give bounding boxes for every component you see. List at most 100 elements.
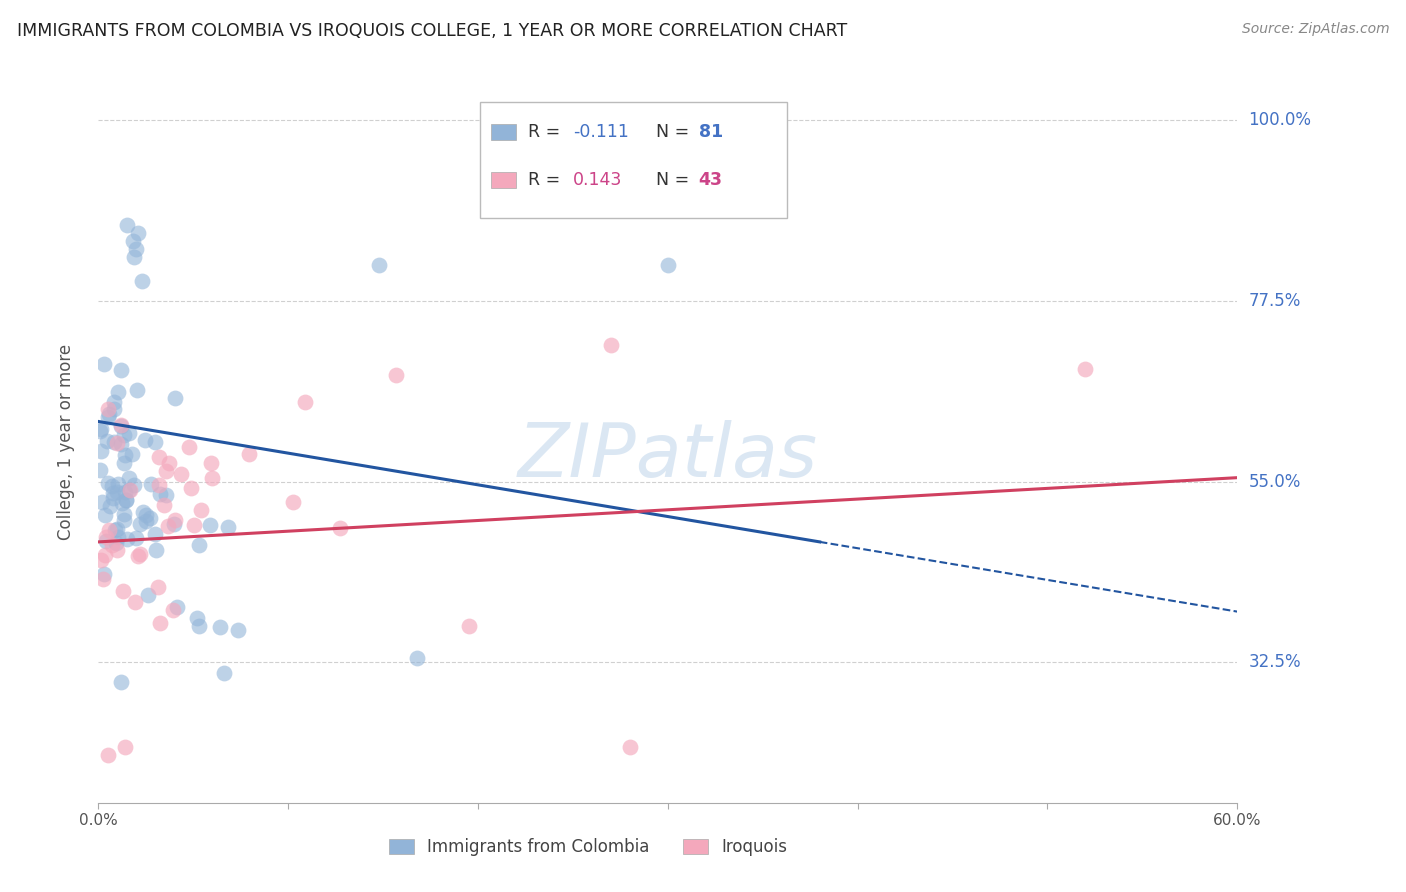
Point (131, 274, 153, 288)
Point (118, 483, 141, 497)
Point (112, 513, 135, 527)
Point (190, 503, 212, 517)
Point (619, 739, 641, 754)
Point (98, 523, 121, 537)
Point (103, 486, 125, 500)
Point (228, 623, 250, 637)
Text: -0.111: -0.111 (574, 123, 630, 141)
Point (238, 447, 260, 461)
Point (135, 508, 157, 522)
Point (90, 422, 112, 436)
Point (162, 603, 184, 617)
Point (170, 467, 193, 481)
Point (148, 450, 170, 464)
Point (132, 505, 155, 519)
Point (155, 464, 177, 478)
Point (122, 477, 145, 491)
Text: 81: 81 (699, 123, 723, 141)
Point (145, 543, 167, 558)
Point (212, 665, 235, 680)
Point (111, 496, 134, 510)
Point (97, 475, 120, 490)
FancyBboxPatch shape (479, 102, 787, 218)
Point (107, 522, 129, 536)
Point (107, 385, 129, 400)
Text: N =: N = (645, 171, 695, 189)
Point (179, 440, 201, 454)
Point (101, 478, 124, 492)
Point (110, 418, 132, 433)
Point (96, 434, 118, 448)
Point (93, 357, 115, 371)
Point (208, 620, 231, 634)
Point (127, 549, 149, 564)
Point (115, 492, 138, 507)
Y-axis label: College, 1 year or more: College, 1 year or more (56, 343, 75, 540)
Text: IMMIGRANTS FROM COLOMBIA VS IROQUOIS COLLEGE, 1 YEAR OR MORE CORRELATION CHART: IMMIGRANTS FROM COLOMBIA VS IROQUOIS COL… (17, 22, 848, 40)
Point (406, 651, 429, 665)
Point (110, 437, 132, 451)
Point (105, 485, 128, 500)
Point (143, 435, 166, 450)
Point (124, 594, 146, 608)
Point (94, 534, 117, 549)
Point (153, 498, 176, 512)
Point (180, 482, 202, 496)
Point (112, 456, 135, 470)
Point (163, 516, 186, 531)
Point (128, 547, 150, 561)
Point (600, 338, 623, 352)
Text: 32.5%: 32.5% (1249, 653, 1301, 672)
Bar (491, 172, 516, 188)
Point (91, 572, 114, 586)
Point (114, 448, 136, 462)
Point (1074, 362, 1097, 376)
Point (186, 611, 208, 625)
Point (114, 485, 136, 500)
Text: 77.5%: 77.5% (1249, 292, 1301, 310)
Point (90, 444, 112, 458)
Point (187, 538, 209, 552)
Point (94, 548, 117, 562)
Point (125, 242, 148, 256)
Point (94, 530, 117, 544)
Point (103, 395, 125, 409)
Point (183, 517, 205, 532)
Point (112, 507, 135, 521)
Point (104, 523, 127, 537)
Point (115, 218, 138, 232)
Point (118, 425, 141, 440)
Text: 55.0%: 55.0% (1249, 473, 1301, 491)
Point (98, 499, 121, 513)
Point (112, 427, 135, 442)
Point (103, 402, 125, 417)
Point (121, 447, 143, 461)
Point (107, 530, 129, 544)
Point (124, 250, 146, 264)
Point (97, 410, 120, 425)
Point (103, 434, 125, 449)
Point (98, 407, 121, 421)
Point (294, 394, 316, 409)
Point (217, 519, 239, 533)
Point (143, 527, 166, 541)
Point (457, 619, 479, 633)
Point (187, 619, 209, 633)
Point (148, 580, 170, 594)
Point (134, 433, 156, 447)
Point (148, 478, 170, 492)
Point (114, 493, 136, 508)
Text: 100.0%: 100.0% (1249, 112, 1312, 129)
Point (129, 517, 152, 532)
Point (89, 463, 111, 477)
Point (118, 470, 141, 484)
Point (93, 508, 115, 523)
Point (121, 234, 143, 248)
Point (329, 521, 352, 535)
Point (200, 456, 222, 470)
Point (135, 514, 157, 528)
Point (105, 436, 128, 450)
Point (198, 518, 221, 533)
Point (89, 425, 111, 439)
Point (141, 476, 163, 491)
